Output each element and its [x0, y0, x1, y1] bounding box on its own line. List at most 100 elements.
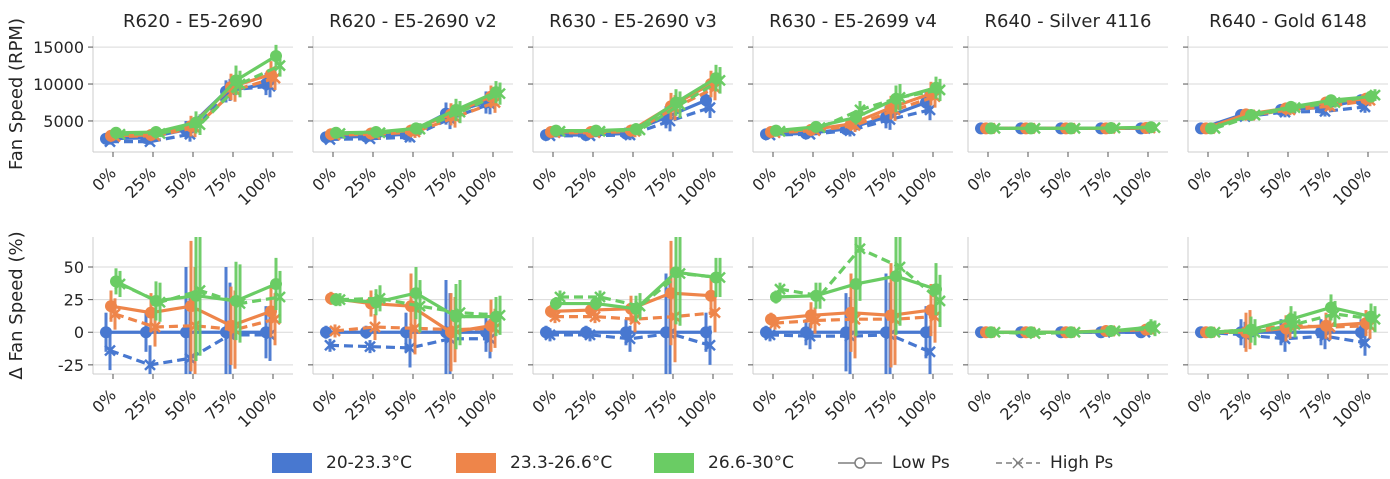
data-point: [814, 121, 826, 134]
x-tick-label: 25%: [1216, 163, 1255, 202]
y-tick-label: 5000: [43, 112, 84, 131]
data-layer: [320, 81, 506, 146]
data-point: [894, 261, 906, 273]
x-marker-stroke: [494, 87, 506, 100]
legend-item-26-6-30: 26.6-30°C: [654, 448, 794, 478]
x-tick-label: 0%: [963, 163, 994, 194]
x-marker-stroke: [584, 328, 596, 341]
series-line: [774, 314, 936, 325]
legend-label: Low Ps: [892, 453, 950, 473]
data-point: [774, 125, 786, 138]
faceted-fan-speed-figure: R620 - E5-2690 5000 10000 15000 Fan Speed (R…: [6, 11, 1388, 431]
data-point: [549, 310, 561, 323]
panel-title: R640 - Silver 4116: [985, 11, 1152, 32]
data-point: [814, 289, 826, 302]
data-point: [589, 310, 601, 323]
data-point: [274, 59, 286, 72]
data-point: [634, 123, 646, 136]
x-marker-stroke: [934, 84, 946, 96]
x-marker-stroke: [714, 74, 726, 87]
x-marker-stroke: [924, 104, 936, 116]
x-marker-stroke: [594, 125, 606, 138]
legend-label: 26.6-30°C: [708, 453, 794, 473]
data-point: [154, 296, 166, 309]
x-marker-stroke: [1069, 122, 1081, 135]
x-tick-label: 50%: [1256, 163, 1295, 202]
series-high-ps: [554, 67, 726, 138]
x-marker-stroke: [234, 297, 246, 310]
series-line: [555, 311, 716, 321]
data-point: [1109, 325, 1121, 337]
x-tick-label: 100%: [674, 385, 720, 431]
x-marker-stroke: [114, 128, 126, 141]
x-marker-stroke: [414, 300, 426, 313]
data-layer: [100, 237, 286, 374]
legend-label: 23.3-26.6°C: [510, 453, 613, 473]
series-high-ps: [334, 280, 506, 346]
data-point: [1205, 326, 1217, 339]
x-tick-label: 50%: [821, 385, 860, 424]
data-point: [809, 314, 821, 327]
x-marker-stroke: [369, 321, 381, 333]
series-high-ps: [114, 237, 286, 356]
series-line: [114, 312, 276, 332]
x-marker-stroke: [1359, 336, 1371, 349]
data-point: [1069, 122, 1081, 135]
data-point: [234, 78, 246, 90]
data-point: [320, 326, 332, 339]
x-marker-stroke: [1029, 327, 1041, 340]
data-point: [1149, 322, 1161, 335]
data-point: [544, 328, 556, 341]
x-marker-stroke: [194, 284, 206, 297]
x-marker-stroke: [774, 283, 786, 296]
data-point: [140, 326, 152, 339]
series-high-ps: [774, 237, 946, 328]
x-tick-label: 25%: [1216, 385, 1255, 424]
x-marker-stroke: [374, 292, 386, 305]
x-tick-label: 25%: [341, 163, 380, 202]
x-marker-stroke: [1109, 325, 1121, 337]
x-marker-stroke: [409, 322, 421, 335]
x-marker-stroke: [1249, 326, 1261, 339]
data-point: [1029, 122, 1041, 135]
x-marker-stroke: [804, 330, 816, 343]
x-marker-stroke: [1149, 322, 1161, 335]
series-line: [555, 86, 716, 135]
x-marker-stroke: [414, 123, 426, 135]
x-tick-label: 0%: [308, 163, 339, 194]
series-high-ps: [989, 320, 1161, 340]
data-point: [194, 284, 206, 297]
x-marker-stroke: [274, 291, 286, 303]
data-point: [1109, 122, 1121, 134]
data-point: [1069, 326, 1081, 339]
data-point: [114, 278, 126, 290]
data-point: [664, 115, 676, 127]
x-tick-label: 25%: [561, 385, 600, 424]
x-marker-stroke: [104, 344, 116, 357]
data-point: [989, 326, 1001, 339]
data-point: [329, 325, 341, 337]
data-point: [109, 308, 121, 320]
data-point: [1149, 121, 1161, 134]
data-point: [269, 72, 281, 84]
x-marker-stroke: [494, 309, 506, 322]
series-line: [329, 337, 490, 350]
fan-speed-panel: 0% 25% 50% 75%100%: [963, 36, 1168, 209]
legend-label: 20-23.3°C: [326, 453, 412, 473]
x-marker-stroke: [714, 271, 726, 284]
data-point: [404, 342, 416, 354]
x-marker-stroke: [544, 328, 556, 341]
data-layer: [100, 44, 286, 148]
panel-title: R640 - Gold 6148: [1209, 11, 1367, 32]
series-line: [339, 296, 501, 317]
data-layer: [540, 64, 726, 142]
data-point: [1359, 336, 1371, 349]
data-point: [764, 328, 776, 341]
x-tick-label: 25%: [121, 163, 160, 202]
data-point: [924, 345, 936, 358]
x-marker-stroke: [1289, 318, 1301, 331]
x-tick-label: 100%: [234, 385, 280, 431]
x-marker-stroke: [114, 278, 126, 290]
x-marker-stroke: [1289, 101, 1301, 114]
